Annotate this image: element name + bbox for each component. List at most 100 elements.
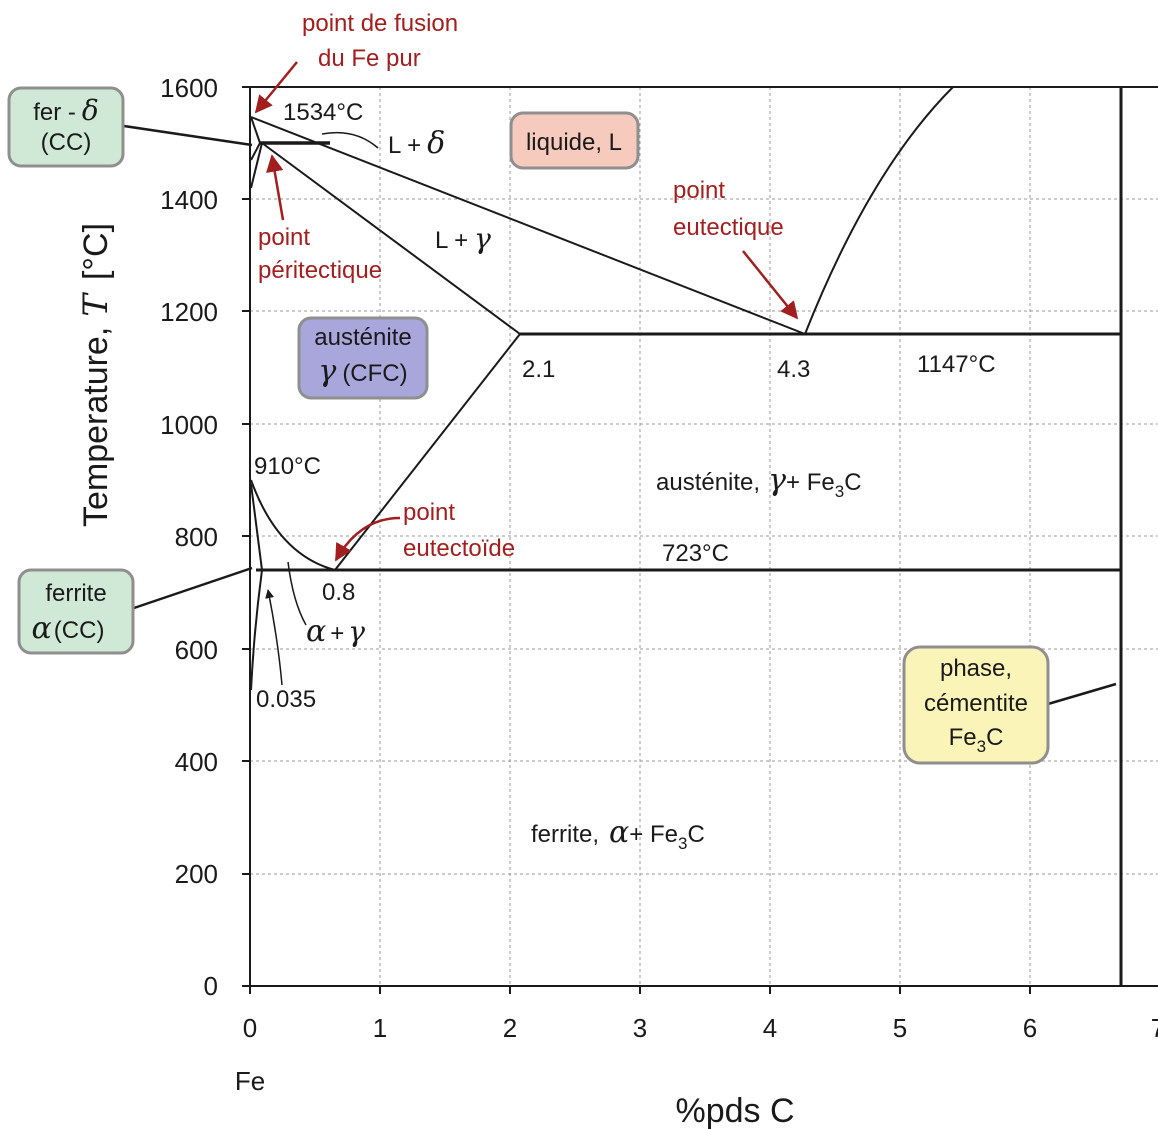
x-tick-0: 0 xyxy=(243,1013,257,1043)
eutectoid-label-line2: eutectoïde xyxy=(403,535,515,562)
ferrite-box-symbol: α xyxy=(32,611,52,646)
eutectic-label-line1: point xyxy=(673,177,725,204)
cementite-box-line2: cémentite xyxy=(924,690,1028,717)
temp-1534: 1534°C xyxy=(283,99,363,126)
austenite-box-bg xyxy=(297,316,429,400)
alpha-gamma-gamma: γ xyxy=(348,615,365,648)
ferrite-box-cc: (CC) xyxy=(54,617,105,644)
gamma-solvus-acm xyxy=(334,333,521,571)
val-0-035: 0.035 xyxy=(256,686,316,713)
x-tick-6: 6 xyxy=(1023,1013,1037,1043)
y-axis-label-text: Temperature, xyxy=(77,327,115,527)
y-tick-1600: 1600 xyxy=(160,73,218,103)
pointer-lines xyxy=(265,131,379,686)
cementite-box-line3: Fe3C xyxy=(949,724,1004,756)
fer-delta-box-line1: fer -δ xyxy=(33,94,99,127)
liquidus-fe3c xyxy=(804,86,954,335)
delta-solidus xyxy=(250,116,261,144)
fer-delta-box-symbol: δ xyxy=(82,94,99,127)
l-gamma-label: L + γ xyxy=(435,222,491,255)
ferrite-box-line1: ferrite xyxy=(45,580,106,607)
y-tick-labels: 0 200 400 600 800 1000 1200 1400 1600 xyxy=(160,73,218,1001)
fer-delta-box-line2: (CC) xyxy=(41,129,92,156)
eutectoid-arrow xyxy=(334,516,401,562)
peritectic-arrow xyxy=(266,154,285,221)
alpha-gamma-alpha: α xyxy=(306,614,326,649)
alpha-solvus xyxy=(250,483,263,571)
temp-1147: 1147°C xyxy=(917,351,996,378)
y-axis-label-unit: [°C] xyxy=(77,223,115,280)
austenite-region-text: austénite, xyxy=(656,469,760,496)
x-tick-2: 2 xyxy=(503,1013,517,1043)
ferrite-box-bg xyxy=(17,568,135,655)
fer-delta-box-bg xyxy=(7,86,125,168)
x-tick-4: 4 xyxy=(763,1013,777,1043)
y-tick-200: 200 xyxy=(175,859,218,889)
l-delta-symbol: δ xyxy=(427,126,445,161)
l-delta-text: L + xyxy=(388,132,421,159)
peritectic-label-line1: point xyxy=(258,224,310,251)
cementite-box-fe: Fe xyxy=(949,724,977,751)
ferrite-box: ferrite α(CC) xyxy=(17,568,135,655)
eutectic-arrow xyxy=(742,250,799,320)
cementite-box-line1: phase, xyxy=(940,655,1012,682)
red-arrows xyxy=(254,61,799,562)
fusion-label-line1: point de fusion xyxy=(302,10,458,37)
austenite-region-c: C xyxy=(844,469,861,496)
phase-boundaries xyxy=(250,86,1123,986)
ferrite-fe3c-region: ferrite, α+ Fe3C xyxy=(531,815,705,853)
connector-fer-delta xyxy=(123,124,253,147)
alpha-gamma-label: α + γ xyxy=(306,614,365,649)
y-tick-800: 800 xyxy=(175,522,218,552)
fer-delta-box: fer -δ (CC) xyxy=(7,86,125,168)
austenite-region-fe: + Fe xyxy=(786,469,835,496)
y-tick-1400: 1400 xyxy=(160,185,218,215)
ferrite-region-text: ferrite, xyxy=(531,821,599,848)
x-tick-5: 5 xyxy=(893,1013,907,1043)
x-axis-label: %pds C xyxy=(675,1092,794,1129)
ferrite-region-alpha: α xyxy=(609,815,629,850)
fusion-arrow xyxy=(254,61,298,114)
alpha-gamma-plus: + xyxy=(330,620,344,647)
austenite-box-line1: austénite xyxy=(314,324,411,351)
l-gamma-symbol: γ xyxy=(474,222,491,255)
x-origin-fe: Fe xyxy=(235,1066,265,1096)
y-axis-label: Temperature, T [°C] xyxy=(76,223,116,527)
temp-910: 910°C xyxy=(254,453,321,480)
fer-delta-box-label: fer - xyxy=(33,99,76,126)
connector-ferrite xyxy=(133,566,253,610)
pointer-1534-to-l-delta xyxy=(321,131,379,149)
y-tick-0: 0 xyxy=(204,971,218,1001)
peritectic-label-line2: péritectique xyxy=(258,257,382,284)
cementite-box-sub: 3 xyxy=(977,737,986,756)
cementite-box: phase, cémentite Fe3C xyxy=(902,645,1050,765)
liquidus-delta-to-eutectic xyxy=(250,116,806,335)
austenite-region-gamma: γ xyxy=(768,463,786,498)
liquide-box: liquide, L xyxy=(509,111,640,170)
eutectic-label-line2: eutectique xyxy=(673,214,784,241)
temp-723: 723°C xyxy=(662,540,729,567)
y-tick-600: 600 xyxy=(175,635,218,665)
val-4-3: 4.3 xyxy=(777,356,810,383)
y-tick-1000: 1000 xyxy=(160,410,218,440)
ferrite-region-fe: + Fe xyxy=(629,821,678,848)
y-tick-1200: 1200 xyxy=(160,297,218,327)
solidus-gamma xyxy=(261,142,521,335)
l-delta-label: L + δ xyxy=(388,126,445,161)
fusion-label-line2: du Fe pur xyxy=(318,45,421,72)
ferrite-region-sub: 3 xyxy=(678,834,687,853)
austenite-box-line2: γ (CFC) xyxy=(318,354,407,389)
eutectoid-label-line1: point xyxy=(403,499,455,526)
ferrite-region-c: C xyxy=(687,821,704,848)
austenite-box-symbol: γ xyxy=(318,354,336,389)
connector-cementite xyxy=(1047,682,1117,706)
ferrite-box-line2: α(CC) xyxy=(32,611,105,646)
liquide-box-bg xyxy=(509,111,640,170)
val-2-1: 2.1 xyxy=(522,356,555,383)
box-connectors xyxy=(123,124,1117,706)
alpha-solubility xyxy=(250,569,263,691)
cementite-box-c: C xyxy=(986,724,1003,751)
austenite-box-cfc: (CFC) xyxy=(342,360,407,387)
x-tick-7: 7 xyxy=(1151,1013,1158,1043)
